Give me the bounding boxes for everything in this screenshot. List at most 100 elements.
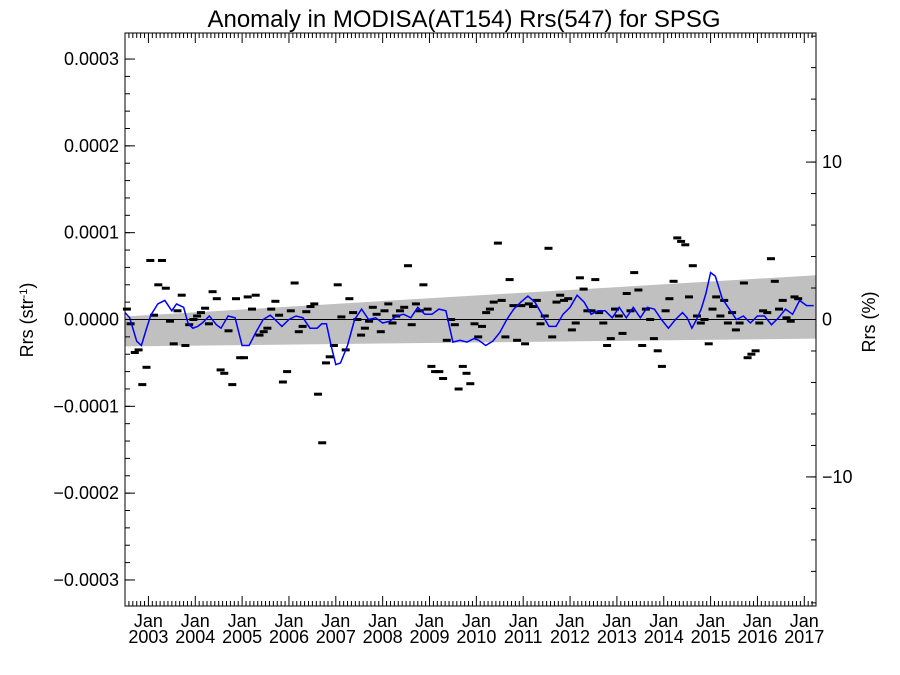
anomaly-point	[544, 246, 553, 250]
x-tick-month: Jan	[602, 611, 631, 631]
x-tick-month: Jan	[649, 611, 678, 631]
anomaly-point	[243, 295, 252, 299]
anomaly-point	[263, 326, 272, 330]
anomaly-point	[360, 326, 369, 330]
x-tick-month: Jan	[181, 611, 210, 631]
anomaly-point	[489, 300, 498, 304]
anomaly-point	[591, 278, 600, 282]
anomaly-point	[611, 307, 619, 311]
anomaly-point	[548, 335, 557, 339]
anomaly-point	[138, 383, 147, 387]
x-tick-month: Jan	[228, 611, 257, 631]
anomaly-point	[540, 314, 549, 318]
anomaly-point	[368, 305, 377, 309]
anomaly-point	[747, 352, 756, 356]
anomaly-point	[275, 313, 284, 317]
y-tick-label: −0.0002	[53, 483, 119, 503]
anomaly-point	[353, 318, 362, 321]
anomaly-point	[622, 292, 631, 295]
x-tick-month: Jan	[321, 611, 350, 631]
anomaly-point	[224, 329, 233, 333]
anomaly-point	[567, 328, 576, 332]
anomaly-point	[154, 283, 163, 287]
anomaly-point	[571, 321, 580, 325]
anomaly-point	[365, 319, 374, 323]
anomaly-point	[357, 333, 366, 337]
anomaly-point	[204, 322, 213, 326]
anomaly-point	[755, 321, 764, 325]
y2-tick-label: 10	[822, 152, 842, 172]
anomaly-point	[517, 304, 526, 308]
anomaly-point	[532, 298, 541, 302]
anomaly-point	[478, 324, 486, 328]
anomaly-point	[388, 321, 397, 325]
anomaly-point	[673, 236, 682, 240]
anomaly-point	[513, 338, 522, 342]
anomaly-point	[657, 364, 666, 368]
anomaly-point	[677, 239, 686, 243]
anomaly-points	[122, 236, 803, 445]
anomaly-point	[122, 307, 131, 311]
x-tick-month: Jan	[743, 611, 772, 631]
anomaly-point	[739, 281, 748, 285]
anomaly-point	[735, 321, 744, 325]
anomaly-point	[337, 315, 346, 319]
anomaly-point	[575, 276, 584, 280]
anomaly-point	[646, 318, 655, 321]
anomaly-point	[462, 371, 471, 375]
x-tick-month: Jan	[556, 611, 585, 631]
anomaly-point	[638, 344, 647, 347]
anomaly-point	[314, 392, 322, 396]
anomaly-point	[782, 316, 791, 320]
anomaly-point	[786, 319, 795, 323]
x-tick-month: Jan	[509, 611, 538, 631]
anomaly-point	[649, 337, 658, 341]
anomaly-point	[255, 333, 264, 337]
anomaly-point	[470, 322, 479, 326]
x-tick-year: 2009	[409, 627, 449, 647]
anomaly-point	[220, 371, 229, 375]
y-tick-label: −0.0003	[53, 570, 119, 590]
anomaly-point	[427, 364, 436, 368]
x-tick-month: Jan	[274, 611, 303, 631]
anomaly-point	[634, 288, 643, 292]
anomaly-point	[228, 383, 237, 387]
anomaly-point	[442, 338, 451, 342]
x-tick-year: 2005	[222, 627, 262, 647]
anomaly-point	[603, 344, 612, 347]
anomaly-point	[509, 304, 518, 308]
anomaly-point	[306, 305, 315, 308]
y-axis-left: −0.0003 −0.0002 −0.0001 0.0000 0.0001 0.0002 0…	[53, 49, 135, 590]
anomaly-point	[579, 287, 588, 291]
anomaly-point	[606, 337, 615, 341]
anomaly-point	[708, 307, 717, 311]
anomaly-point	[556, 293, 565, 297]
anomaly-point	[439, 377, 448, 380]
anomaly-point	[322, 361, 330, 365]
anomaly-point	[404, 264, 412, 268]
anomaly-point	[166, 319, 174, 323]
anomaly-point	[130, 351, 139, 354]
anomaly-point	[454, 387, 463, 391]
y-tick-label: −0.0001	[53, 396, 119, 416]
anomaly-point	[685, 295, 693, 299]
anomaly-point	[126, 322, 135, 326]
anomaly-point	[700, 318, 709, 321]
anomaly-point	[743, 356, 752, 360]
anomaly-point	[681, 243, 690, 247]
anomaly-point	[302, 310, 311, 314]
anomaly-point	[618, 331, 627, 335]
smoothed-anomaly-line	[124, 271, 814, 366]
anomaly-point	[731, 328, 740, 332]
anomaly-point	[501, 335, 510, 339]
anomaly-point	[134, 348, 143, 352]
anomaly-point	[458, 364, 467, 368]
anomaly-point	[474, 335, 483, 339]
anomaly-point	[751, 349, 760, 353]
y-axis-label: Rrs (str-1)	[17, 283, 37, 358]
anomaly-point	[704, 342, 713, 346]
y-tick-label: 0.0001	[64, 223, 119, 243]
anomaly-point	[150, 313, 158, 317]
anomaly-point	[325, 355, 334, 359]
